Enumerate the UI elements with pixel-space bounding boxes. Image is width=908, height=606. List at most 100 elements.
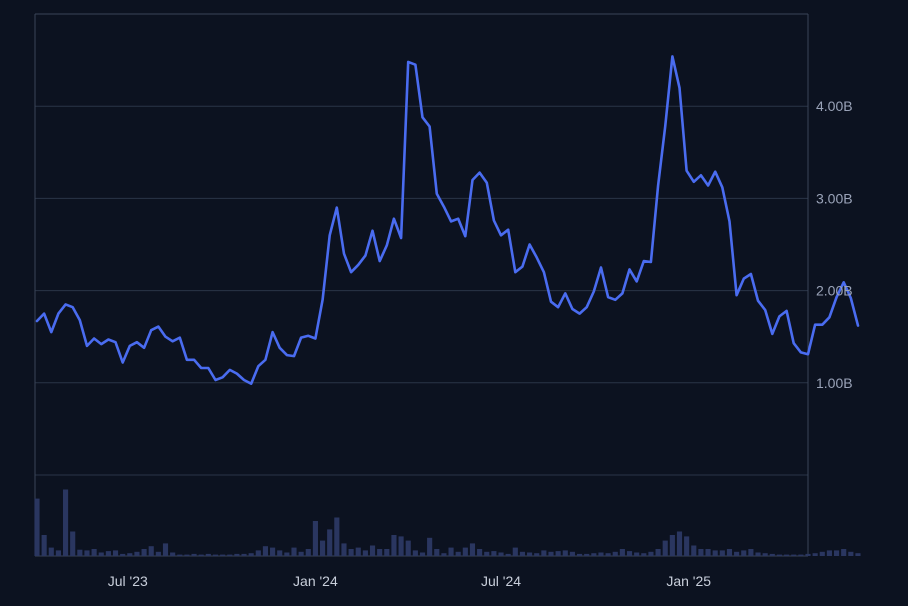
volume-bar bbox=[312, 521, 318, 556]
volume-bar bbox=[798, 554, 804, 556]
y-tick-label: 3.00B bbox=[816, 190, 853, 206]
volume-bar bbox=[441, 553, 447, 556]
volume-bars bbox=[34, 489, 861, 556]
volume-bar bbox=[605, 553, 611, 556]
volume-bar bbox=[748, 549, 754, 556]
volume-bar bbox=[812, 553, 818, 556]
volume-bar bbox=[419, 552, 426, 556]
y-tick-label: 4.00B bbox=[816, 98, 853, 114]
volume-bar bbox=[77, 549, 83, 556]
volume-bar bbox=[227, 554, 233, 556]
volume-bar bbox=[548, 551, 554, 556]
volume-bar bbox=[84, 550, 90, 556]
volume-bar bbox=[162, 543, 169, 556]
volume-bar bbox=[505, 553, 511, 556]
volume-bar bbox=[377, 549, 383, 556]
volume-bar bbox=[484, 551, 490, 556]
volume-bar bbox=[262, 546, 269, 556]
volume-bar bbox=[141, 549, 147, 556]
volume-bar bbox=[734, 551, 740, 556]
volume-bar bbox=[712, 550, 718, 556]
volume-bar bbox=[62, 489, 69, 556]
y-tick-label: 1.00B bbox=[816, 375, 853, 391]
volume-bar bbox=[491, 551, 497, 556]
volume-bar bbox=[726, 549, 733, 556]
volume-bar bbox=[241, 553, 247, 556]
volume-bar bbox=[576, 553, 583, 556]
volume-bar bbox=[384, 549, 390, 556]
volume-bar bbox=[91, 549, 97, 556]
volume-bar bbox=[277, 550, 283, 556]
volume-bar bbox=[98, 552, 104, 556]
volume-bar bbox=[791, 554, 797, 556]
x-tick-label: Jul '23 bbox=[108, 573, 148, 589]
volume-bar bbox=[41, 535, 47, 556]
x-axis-ticks: Jul '23 Jan '24 Jul '24 Jan '25 bbox=[108, 573, 711, 589]
volume-bar bbox=[769, 553, 775, 556]
volume-bar bbox=[434, 549, 440, 556]
volume-bar bbox=[369, 545, 376, 556]
volume-bar bbox=[776, 554, 783, 556]
volume-bar bbox=[662, 540, 668, 556]
volume-bar bbox=[341, 543, 347, 556]
volume-bar bbox=[248, 553, 254, 556]
volume-bar bbox=[270, 547, 276, 556]
volume-bar bbox=[327, 529, 333, 556]
volume-bar bbox=[498, 552, 504, 556]
volume-bar bbox=[391, 535, 397, 556]
volume-bar bbox=[412, 550, 418, 556]
volume-bar bbox=[427, 537, 433, 556]
volume-bar bbox=[477, 549, 483, 556]
volume-bar bbox=[212, 554, 219, 556]
volume-bar bbox=[648, 551, 654, 556]
volume-bar bbox=[134, 551, 140, 556]
volume-bar bbox=[469, 543, 476, 556]
volume-bar bbox=[34, 498, 40, 556]
volume-bar bbox=[205, 553, 211, 556]
volume-bar bbox=[334, 517, 340, 556]
volume-bar bbox=[527, 552, 533, 556]
volume-bar bbox=[855, 553, 861, 556]
volume-bar bbox=[177, 554, 183, 556]
price-line bbox=[35, 55, 860, 386]
volume-bar bbox=[55, 550, 61, 556]
volume-bar bbox=[405, 540, 411, 556]
volume-bar bbox=[541, 550, 547, 556]
volume-bar bbox=[669, 535, 675, 556]
price-line-series bbox=[35, 55, 860, 386]
volume-bar bbox=[234, 553, 240, 556]
volume-bar bbox=[184, 554, 190, 556]
volume-bar bbox=[762, 553, 768, 556]
volume-bar bbox=[298, 551, 304, 556]
x-tick-label: Jan '25 bbox=[666, 573, 711, 589]
volume-bar bbox=[691, 545, 697, 556]
volume-bar bbox=[155, 551, 161, 556]
volume-bar bbox=[448, 547, 454, 556]
volume-bar bbox=[220, 554, 226, 556]
volume-bar bbox=[191, 553, 197, 556]
volume-bar bbox=[398, 536, 404, 556]
volume-bar bbox=[755, 552, 761, 556]
gridlines bbox=[35, 105, 808, 476]
volume-bar bbox=[841, 549, 847, 556]
volume-bar bbox=[819, 551, 825, 556]
volume-bar bbox=[698, 549, 704, 556]
volume-bar bbox=[198, 554, 204, 556]
volume-bar bbox=[170, 552, 176, 556]
volume-bar bbox=[833, 550, 840, 556]
volume-bar bbox=[512, 547, 518, 556]
volume-bar bbox=[127, 553, 133, 556]
y-axis-ticks: 1.00B 2.00B 3.00B 4.00B bbox=[816, 98, 853, 391]
volume-bar bbox=[255, 550, 261, 556]
volume-bar bbox=[719, 550, 725, 556]
volume-bar bbox=[676, 531, 683, 556]
volume-bar bbox=[619, 549, 625, 556]
volume-bar bbox=[584, 553, 590, 556]
volume-bar bbox=[848, 551, 854, 556]
volume-bar bbox=[741, 550, 747, 556]
volume-bar bbox=[105, 551, 111, 556]
volume-bar bbox=[455, 551, 461, 556]
volume-bar bbox=[362, 550, 368, 556]
volume-bar bbox=[705, 549, 711, 556]
